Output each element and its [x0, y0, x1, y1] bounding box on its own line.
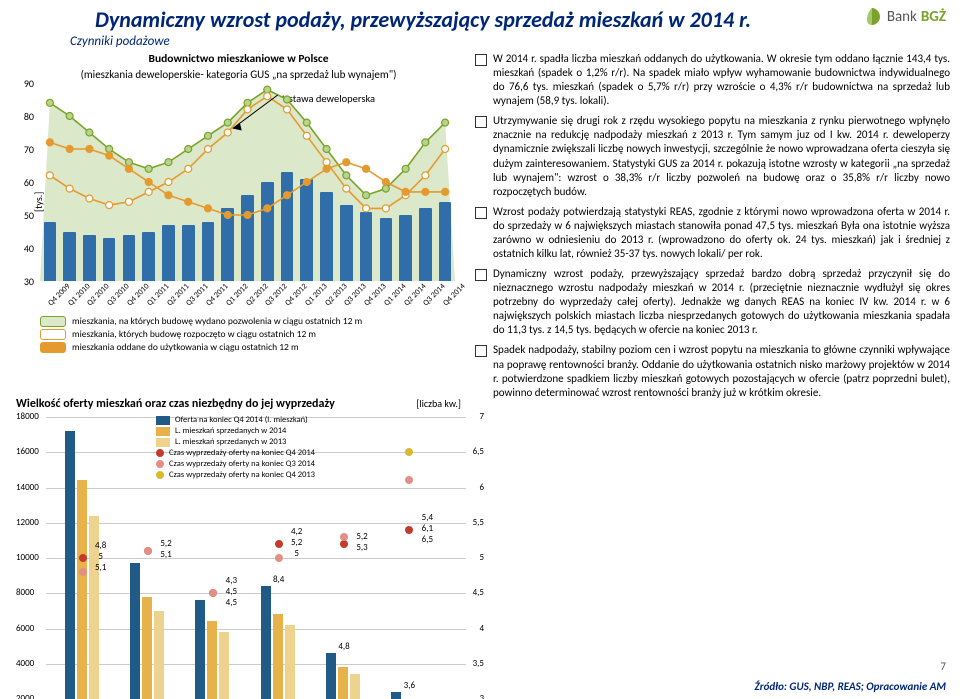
- paragraph: Wzrost podaży potwierdzają statystyki RE…: [475, 205, 950, 261]
- page-subtitle: Czynniki podażowe: [70, 34, 170, 49]
- left-tick: 2000: [16, 693, 34, 699]
- page-title: Dynamiczny wzrost podaży, przewyższający…: [95, 6, 751, 33]
- y-tick: 90: [14, 77, 34, 90]
- lower-bar: [326, 653, 336, 699]
- dot-label: 4,5: [226, 597, 237, 608]
- page-number: 7: [940, 660, 946, 673]
- right-tick: 6,5: [473, 446, 484, 457]
- dot-t2014: [405, 526, 413, 534]
- logo-text2: BGŻ: [921, 8, 946, 26]
- right-tick: 5,5: [473, 517, 484, 528]
- dot-label: 6,1: [422, 523, 433, 534]
- right-tick: 4,5: [473, 587, 484, 598]
- paragraph: W 2014 r. spadła liczba mieszkań oddanyc…: [475, 52, 950, 108]
- lower-bar: [154, 611, 164, 699]
- dot-label: 5,3: [356, 542, 367, 553]
- upper-chart-legend: mieszkania, na których budowę wydano poz…: [12, 315, 465, 353]
- bullet-icon: [475, 54, 487, 66]
- lower-bar: [285, 625, 295, 699]
- lower-chart: 2000 4000 6000 8000 10000 12000 14000 16000 1800…: [16, 413, 466, 699]
- right-tick: 5: [479, 552, 484, 563]
- dot-t2013: [275, 554, 283, 562]
- dot-label: 5,2: [291, 537, 302, 548]
- lower-chart-unit: [liczba kw.]: [416, 397, 461, 410]
- paragraph: Spadek nadpodaży, stabilny poziom cen i …: [475, 343, 950, 399]
- bullet-icon: [475, 207, 487, 219]
- lower-bar: [261, 586, 271, 699]
- text-column: W 2014 r. spadła liczba mieszkań oddanyc…: [475, 52, 950, 406]
- dot-t2012: [405, 448, 413, 456]
- y-tick: 80: [14, 110, 34, 123]
- left-tick: 12000: [16, 517, 39, 528]
- dot-label: 4,2: [291, 526, 302, 537]
- dot-label: 5,2: [160, 538, 171, 549]
- lower-bar: [219, 632, 229, 699]
- leaf-icon: [861, 6, 883, 28]
- right-tick: 3: [479, 693, 484, 699]
- dot-label: 6,5: [422, 534, 433, 545]
- left-tick: 4000: [16, 658, 34, 669]
- dot-t2013: [79, 568, 87, 576]
- dot-label: 5,1: [160, 549, 171, 560]
- lower-bar: [273, 614, 283, 699]
- legend-item: mieszkania oddane do użytkowania w ciągu…: [40, 341, 465, 353]
- dot-t2014: [275, 540, 283, 548]
- left-tick: 8000: [16, 587, 34, 598]
- lower-bar: [65, 431, 75, 699]
- dot-label: 5: [98, 551, 103, 562]
- right-tick: 4: [479, 623, 484, 634]
- left-tick: 6000: [16, 623, 34, 634]
- dot-label: 5: [294, 548, 299, 559]
- y-tick: 50: [14, 209, 34, 222]
- paragraph: Dynamiczny wzrost podaży, przewyższający…: [475, 267, 950, 337]
- dot-t2014: [340, 540, 348, 548]
- bullet-icon: [475, 269, 487, 281]
- right-tick: 6: [479, 482, 484, 493]
- upper-chart-subtitle: (mieszkania deweloperskie- kategoria GUS…: [12, 68, 465, 81]
- lower-bar: [77, 480, 87, 699]
- paragraph: Utrzymywanie się drugi rok z rzędu wysok…: [475, 114, 950, 198]
- lower-bar: [350, 674, 360, 699]
- source-footer: Źródło: GUS, NBP, REAS; Opracowanie AM: [754, 680, 946, 693]
- dot-t2013: [405, 476, 413, 484]
- bullet-icon: [475, 116, 487, 128]
- dot-label: 5,4: [422, 512, 433, 523]
- dot-label: 5,1: [95, 562, 106, 573]
- left-tick: 10000: [16, 552, 39, 563]
- dot-label: 5,2: [356, 531, 367, 542]
- legend-item: mieszkania, których budowę rozpoczęto w …: [40, 328, 465, 340]
- left-tick: 16000: [16, 446, 39, 457]
- lower-chart-title: Wielkość oferty mieszkań oraz czas niezb…: [16, 397, 465, 411]
- y-tick: 30: [14, 275, 34, 288]
- lower-bar: [142, 597, 152, 699]
- y-tick: 70: [14, 143, 34, 156]
- bank-logo: Bank BGŻ: [861, 6, 946, 28]
- upper-chart: 30405060708090Q4 2009Q1 2010Q2 2010Q3 20…: [40, 83, 455, 281]
- dot-label: 4,5: [226, 586, 237, 597]
- dot-label: 4,3: [226, 575, 237, 586]
- upper-chart-title: Budownictwo mieszkaniowe w Polsce: [12, 52, 465, 66]
- right-tick: 7: [479, 411, 484, 422]
- left-tick: 14000: [16, 482, 39, 493]
- dot-t2014: [79, 554, 87, 562]
- dot-t2013: [340, 533, 348, 541]
- lower-legend: Oferta na koniec Q4 2014 (l. mieszkań)L.…: [156, 415, 315, 481]
- y-tick: 60: [14, 176, 34, 189]
- lower-bar: [338, 667, 348, 699]
- dot-t2013: [209, 589, 217, 597]
- dot-t2013: [144, 547, 152, 555]
- lower-bar: [391, 692, 401, 699]
- y-tick: 40: [14, 242, 34, 255]
- right-tick: 3,5: [473, 658, 484, 669]
- lower-bar: [207, 621, 217, 699]
- lower-bar: [195, 600, 205, 699]
- bullet-icon: [475, 345, 487, 357]
- logo-text1: Bank: [887, 8, 917, 26]
- left-tick: 18000: [16, 411, 39, 422]
- lower-bar: [130, 563, 140, 699]
- dot-label: 4,8: [95, 540, 106, 551]
- legend-item: mieszkania, na których budowę wydano poz…: [40, 315, 465, 327]
